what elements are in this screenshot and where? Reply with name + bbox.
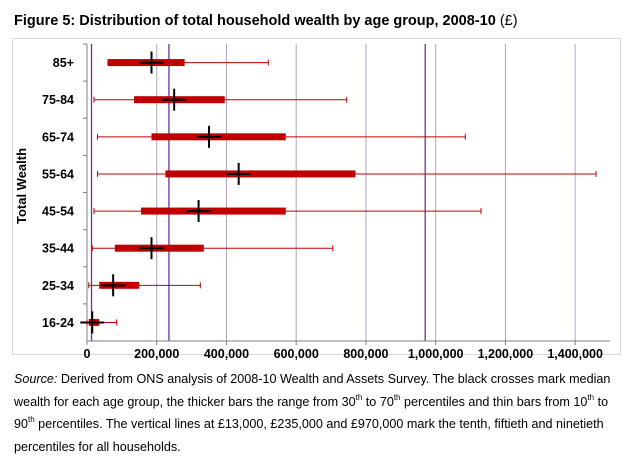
x-tick-label: 0: [84, 347, 91, 360]
x-tick-label: 200,000: [134, 347, 179, 360]
x-tick-label: 800,000: [343, 347, 388, 360]
caption-sup-3: th: [587, 392, 595, 402]
x-tick-label: 1,400,000: [547, 347, 603, 360]
grid-layer: [156, 44, 576, 341]
caption-source-label: Source:: [14, 372, 58, 386]
category-label: 25-34: [42, 279, 74, 293]
reference-lines: [90, 44, 426, 341]
iqr-bar: [141, 207, 286, 215]
iqr-bar: [165, 170, 356, 178]
chart-area-border: [12, 38, 621, 355]
y-axis-title: Total Wealth: [14, 148, 29, 224]
wealth-box-chart: 0 200,000 400,000 600,000 800,000 1,000,000 1,…: [12, 38, 621, 360]
figure-title-unit: (£): [499, 13, 518, 29]
category-label: 55-64: [42, 167, 74, 181]
figure-caption: Source: Derived from ONS analysis of 200…: [14, 368, 626, 458]
x-tick-label: 1,000,000: [408, 347, 464, 360]
box-layer: [80, 51, 597, 334]
caption-text-4: to 90: [14, 394, 609, 432]
caption-text-3: percentiles and thin bars from 10: [400, 394, 588, 409]
caption-text-1: Derived from ONS analysis of 2008-10 Wea…: [14, 372, 611, 409]
x-tick-label: 1,200,000: [478, 347, 534, 360]
category-label: 85+: [53, 56, 74, 70]
category-label: 16-24: [42, 316, 74, 330]
caption-text-5: percentiles. The vertical lines at £13,0…: [14, 417, 604, 454]
x-tick-label: 600,000: [274, 347, 319, 360]
caption-sup-2: th: [393, 392, 401, 402]
category-label: 35-44: [42, 242, 74, 256]
category-label: 65-74: [42, 130, 74, 144]
label-layer: 0 200,000 400,000 600,000 800,000 1,000,000 1,…: [42, 56, 603, 360]
category-label: 45-54: [42, 205, 74, 219]
caption-text-2: to 70: [362, 394, 394, 409]
category-label: 75-84: [42, 93, 74, 107]
x-tick-label: 400,000: [204, 347, 249, 360]
figure-title: Figure 5: Distribution of total househol…: [14, 13, 518, 29]
axes: [83, 43, 610, 345]
figure-title-text: Figure 5: Distribution of total househol…: [14, 13, 496, 29]
caption-sup-1: th: [355, 392, 363, 402]
caption-sup-4: th: [28, 415, 35, 424]
